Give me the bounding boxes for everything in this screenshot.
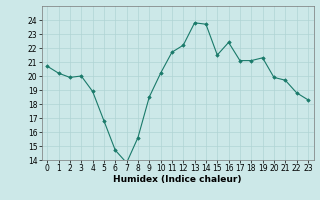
X-axis label: Humidex (Indice chaleur): Humidex (Indice chaleur) xyxy=(113,175,242,184)
